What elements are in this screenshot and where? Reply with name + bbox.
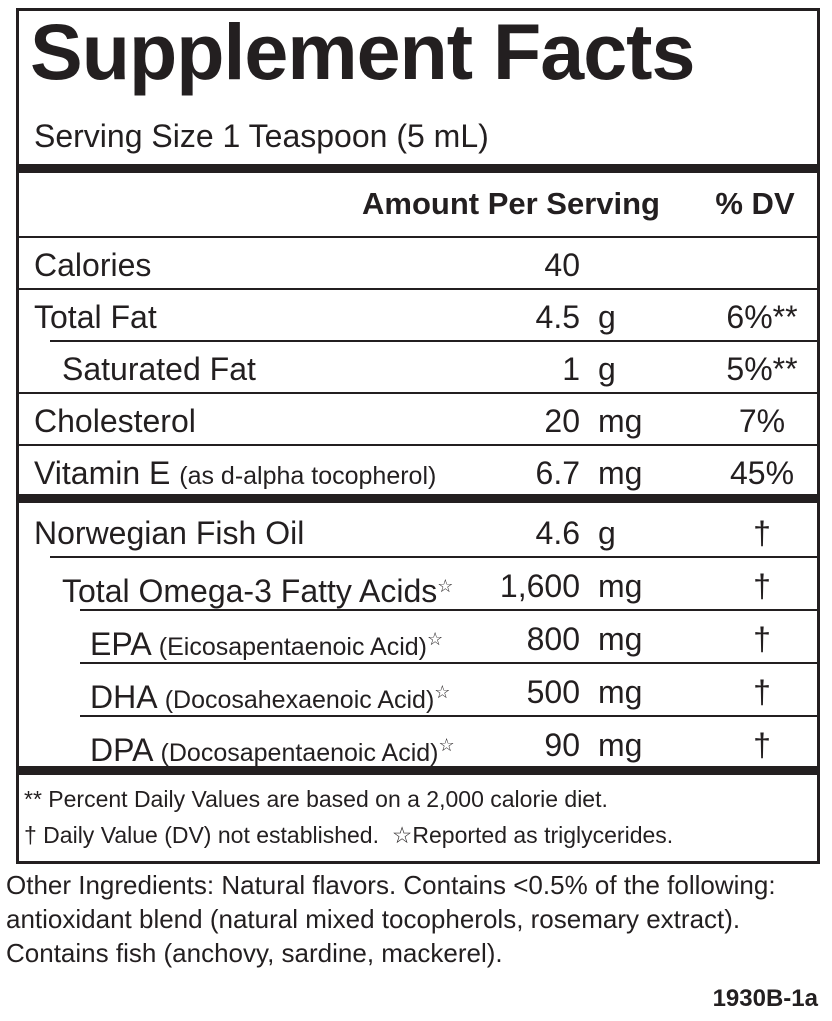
label-box (16, 8, 820, 864)
nutrient-note: (as d-alpha tocopherol) (179, 462, 437, 490)
row-label: Total Fat (34, 297, 157, 337)
row-label: DHA (Docosahexaenoic Acid)☆ (90, 672, 450, 720)
serving-size: Serving Size 1 Teaspoon (5 mL) (34, 118, 489, 154)
daily-value: 6%** (726, 299, 798, 335)
amount: 1 (562, 351, 580, 387)
column-header: % DV (715, 186, 795, 221)
amount: 800 (526, 620, 580, 657)
unit: mg (598, 673, 643, 710)
nutrient-note: (Eicosapentaenoic Acid) (158, 632, 427, 661)
rule (50, 556, 820, 558)
thick-rule (16, 766, 820, 775)
star-mark: ☆ (437, 575, 454, 596)
rule (50, 340, 820, 342)
unit: mg (598, 455, 643, 491)
unit: mg (598, 726, 643, 763)
row-label: Vitamin E (as d-alpha tocopherol) (34, 453, 436, 496)
amount: 90 (544, 726, 580, 763)
unit: g (598, 351, 616, 387)
column-header: Amount Per Serving (362, 186, 660, 221)
rule (19, 236, 820, 238)
star-mark: ☆ (434, 681, 451, 702)
unit: mg (598, 620, 643, 657)
rule (80, 662, 820, 664)
rule (19, 288, 820, 290)
footnote: † Daily Value (DV) not established. ☆Rep… (24, 822, 673, 849)
nutrient-name: Norwegian Fish Oil (34, 514, 305, 551)
row-label: Norwegian Fish Oil (34, 513, 304, 553)
unit: mg (598, 567, 643, 604)
nutrient-name: DPA (90, 731, 152, 768)
daily-value: † (753, 567, 771, 604)
nutrient-name: Total Fat (34, 299, 157, 335)
thick-rule (16, 164, 820, 173)
row-label: DPA (Docosapentaenoic Acid)☆ (90, 725, 455, 773)
unit: mg (598, 403, 643, 439)
nutrient-name: Calories (34, 247, 152, 283)
amount: 20 (544, 403, 580, 439)
nutrient-name: Saturated Fat (62, 351, 256, 387)
title: Supplement Facts (30, 7, 695, 96)
star-mark: ☆ (427, 628, 444, 649)
footnote: ☆Reported as triglycerides. (391, 822, 674, 848)
daily-value: † (753, 514, 771, 551)
amount: 40 (544, 247, 580, 283)
rule (19, 392, 820, 394)
nutrient-note: (Docosapentaenoic Acid) (160, 738, 439, 767)
daily-value: 5%** (726, 351, 798, 387)
footnote: ** Percent Daily Values are based on a 2… (24, 786, 608, 812)
amount: 500 (526, 673, 580, 710)
row-label: Cholesterol (34, 401, 196, 441)
product-code: 1930B-1a (712, 985, 818, 1012)
nutrient-name: Cholesterol (34, 403, 196, 439)
row-label: EPA (Eicosapentaenoic Acid)☆ (90, 619, 443, 667)
daily-value: † (753, 673, 771, 710)
row-label: Calories (34, 245, 151, 285)
nutrient-name: EPA (90, 625, 150, 662)
nutrient-name: Vitamin E (34, 455, 171, 491)
daily-value: 7% (738, 403, 786, 439)
nutrient-name: DHA (90, 678, 156, 715)
daily-value: 45% (729, 455, 795, 491)
unit: g (598, 299, 616, 335)
nutrient-name: Total Omega-3 Fatty Acids (62, 572, 438, 609)
rule (19, 444, 820, 446)
unit: g (598, 514, 616, 551)
amount: 6.7 (535, 455, 580, 491)
amount: 1,600 (499, 567, 580, 604)
other-ingredients: Other Ingredients: Natural flavors. Cont… (6, 870, 776, 968)
rule (80, 715, 820, 717)
daily-value: † (753, 620, 771, 657)
star-mark: ☆ (438, 734, 455, 755)
footnote: † Daily Value (DV) not established. (24, 822, 379, 848)
row-label: Total Omega-3 Fatty Acids☆ (62, 566, 453, 611)
rule (80, 609, 820, 611)
nutrient-note: (Docosahexaenoic Acid) (164, 685, 435, 714)
amount: 4.5 (535, 299, 580, 335)
row-label: Saturated Fat (62, 349, 256, 389)
daily-value: † (753, 726, 771, 763)
amount: 4.6 (535, 514, 580, 551)
thick-rule (16, 494, 820, 503)
